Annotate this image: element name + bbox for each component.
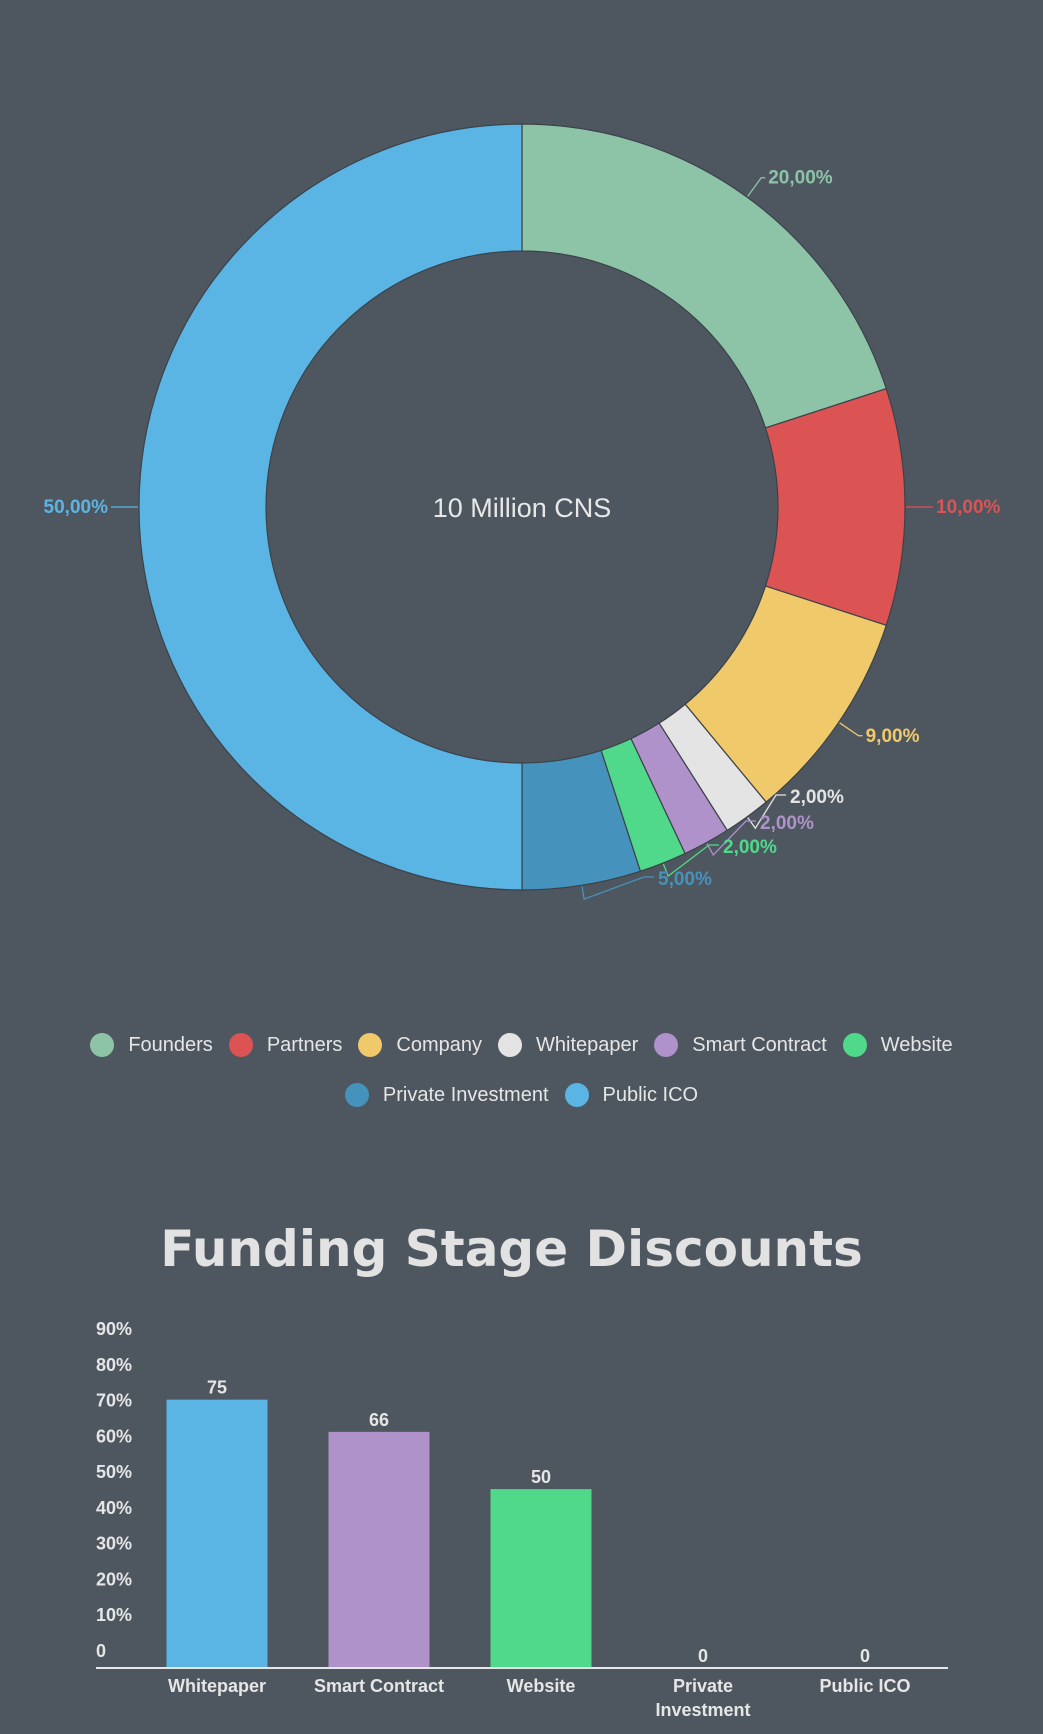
data-label-smart-contract: 2,00%: [760, 813, 814, 834]
legend-row-2: Private Investment Public ICO: [0, 1070, 1043, 1120]
legend-item-website[interactable]: Website: [842, 1033, 953, 1057]
x-tick-label: Smart Contract: [314, 1676, 444, 1696]
y-tick-label: 10%: [96, 1605, 132, 1625]
legend-item-partners[interactable]: Partners: [228, 1033, 343, 1057]
bar-value-label: 66: [369, 1410, 389, 1430]
legend-swatch-website: [842, 1033, 867, 1057]
legend-label: Founders: [128, 1033, 213, 1056]
legend-item-founders[interactable]: Founders: [90, 1033, 213, 1057]
y-tick-label: 30%: [96, 1534, 132, 1554]
legend-swatch-whitepaper: [498, 1033, 523, 1057]
donut-slice-partners[interactable]: [764, 387, 906, 627]
data-label-public-ico: 50,00%: [44, 497, 109, 518]
bar-value-label: 0: [860, 1646, 870, 1666]
donut-slice-public-ico[interactable]: [138, 123, 523, 891]
legend-label: Whitepaper: [536, 1033, 639, 1056]
y-tick-label: 90%: [96, 1319, 132, 1339]
data-label-company: 9,00%: [866, 726, 920, 747]
discounts-bar-chart: 0 10% 20% 30% 40% 50% 60% 70% 80% 90% 75 66 50 0 0 Wh…: [96, 1319, 948, 1720]
allocation-donut-chart: 20,00% 10,00% 9,00% 50,00% 2,00% 2,00% 2,00% 5,…: [44, 123, 1001, 900]
bar-website[interactable]: [490, 1489, 592, 1668]
leader-line-founders: [747, 177, 766, 197]
legend-item-company[interactable]: Company: [358, 1033, 482, 1057]
legend-swatch-founders: [90, 1033, 115, 1057]
legend-swatch-smart-contract: [654, 1033, 679, 1057]
x-tick-label: Website: [507, 1676, 576, 1696]
legend-item-private-investment[interactable]: Private Investment: [344, 1083, 549, 1107]
y-tick-label: 50%: [96, 1462, 132, 1482]
bar-value-label: 75: [207, 1378, 227, 1398]
legend-item-smart-contract[interactable]: Smart Contract: [654, 1033, 827, 1057]
legend-label: Partners: [266, 1033, 343, 1056]
data-label-private-investment: 5,00%: [658, 869, 712, 890]
discounts-title: Funding Stage Discounts: [160, 1220, 863, 1278]
x-tick-label: Private: [673, 1676, 733, 1696]
leader-line-private-investment: [581, 876, 654, 900]
legend-item-whitepaper[interactable]: Whitepaper: [498, 1033, 638, 1057]
leader-line-smart-contract: [706, 820, 756, 856]
legend-swatch-partners: [228, 1033, 253, 1057]
donut-slice-founders[interactable]: [521, 123, 888, 429]
legend-label: Company: [396, 1033, 483, 1056]
bar-smart-contract[interactable]: [328, 1431, 430, 1668]
bar-value-label: 0: [698, 1646, 708, 1666]
leader-line-whitepaper: [747, 794, 786, 830]
chart-legend: Founders Partners Company Whitepaper Sma…: [0, 1020, 1043, 1120]
data-label-whitepaper: 2,00%: [790, 787, 844, 808]
y-tick-label: 20%: [96, 1569, 132, 1589]
data-label-website: 2,00%: [723, 837, 777, 858]
legend-swatch-company: [358, 1033, 383, 1057]
legend-item-public-ico[interactable]: Public ICO: [564, 1083, 699, 1107]
bar-value-label: 50: [531, 1467, 551, 1487]
data-label-partners: 10,00%: [936, 497, 1001, 518]
y-tick-label: 70%: [96, 1391, 132, 1411]
bar-whitepaper[interactable]: [166, 1399, 268, 1668]
legend-label: Public ICO: [602, 1083, 699, 1106]
y-tick-label: 0: [96, 1641, 106, 1661]
y-tick-label: 60%: [96, 1426, 132, 1446]
legend-swatch-private-investment: [344, 1083, 369, 1107]
data-label-founders: 20,00%: [768, 168, 833, 189]
leader-line-website: [662, 844, 719, 878]
leader-line-company: [839, 722, 863, 737]
x-tick-label: Investment: [655, 1700, 750, 1720]
x-tick-label: Public ICO: [819, 1676, 910, 1696]
legend-swatch-public-ico: [564, 1083, 589, 1107]
x-tick-label: Whitepaper: [168, 1676, 266, 1696]
y-tick-label: 40%: [96, 1498, 132, 1518]
legend-label: Private Investment: [382, 1083, 549, 1106]
legend-row-1: Founders Partners Company Whitepaper Sma…: [0, 1020, 1043, 1070]
legend-label: Website: [880, 1033, 953, 1056]
y-tick-label: 80%: [96, 1355, 132, 1375]
donut-center-label: 10 Million CNS: [433, 493, 612, 523]
legend-label: Smart Contract: [692, 1033, 827, 1056]
